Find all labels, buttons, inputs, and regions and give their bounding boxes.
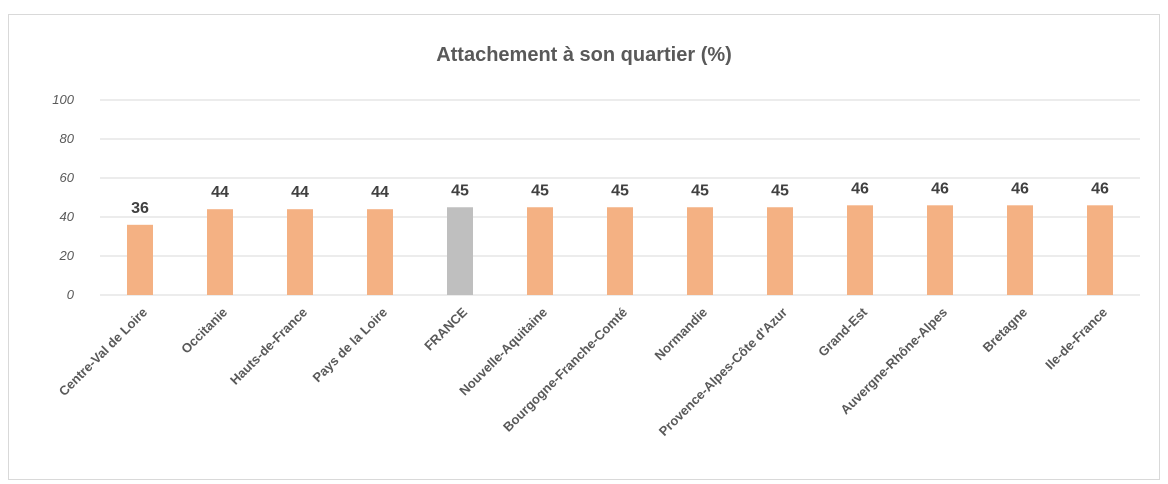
x-category-label: Bretagne [980, 305, 1030, 355]
data-label: 46 [931, 180, 949, 197]
bar [927, 205, 953, 295]
data-label: 36 [131, 200, 149, 217]
y-tick-label: 100 [52, 92, 74, 107]
bar [687, 207, 713, 295]
data-label: 45 [771, 182, 789, 199]
x-category-label: Normandie [651, 305, 710, 364]
x-category-label: FRANCE [421, 304, 470, 353]
bar [767, 207, 793, 295]
y-tick-label: 80 [60, 131, 75, 146]
data-label: 46 [851, 180, 869, 197]
data-label: 44 [211, 184, 229, 201]
bar [367, 209, 393, 295]
data-label: 45 [451, 182, 469, 199]
x-category-label: Nouvelle-Aquitaine [456, 305, 550, 399]
x-category-label: Provence-Alpes-Côte d'Azur [656, 305, 790, 439]
x-category-label: Grand-Est [815, 304, 871, 360]
chart-frame [8, 14, 1160, 480]
data-label: 44 [291, 184, 309, 201]
y-tick-label: 40 [60, 209, 75, 224]
bar [527, 207, 553, 295]
data-label: 46 [1091, 180, 1109, 197]
data-label: 45 [691, 182, 709, 199]
bar [287, 209, 313, 295]
chart-title: Attachement à son quartier (%) [436, 44, 732, 66]
bar [1087, 205, 1113, 295]
data-label: 44 [371, 184, 389, 201]
x-category-label: Occitanie [178, 305, 230, 357]
bar [207, 209, 233, 295]
data-label: 45 [531, 182, 549, 199]
y-tick-label: 20 [59, 248, 75, 263]
x-category-label: Hauts-de-France [227, 305, 310, 388]
bar [607, 207, 633, 295]
bar [847, 205, 873, 295]
y-tick-label: 60 [60, 170, 75, 185]
x-category-label: Centre-Val de Loire [56, 305, 150, 399]
x-category-label: Ile-de-France [1042, 305, 1110, 373]
bar [127, 224, 153, 295]
data-label: 45 [611, 182, 629, 199]
x-category-label: Pays de la Loire [310, 305, 391, 386]
y-tick-label: 0 [67, 287, 75, 302]
data-label: 46 [1011, 180, 1029, 197]
bar [447, 207, 473, 295]
bar [1007, 205, 1033, 295]
